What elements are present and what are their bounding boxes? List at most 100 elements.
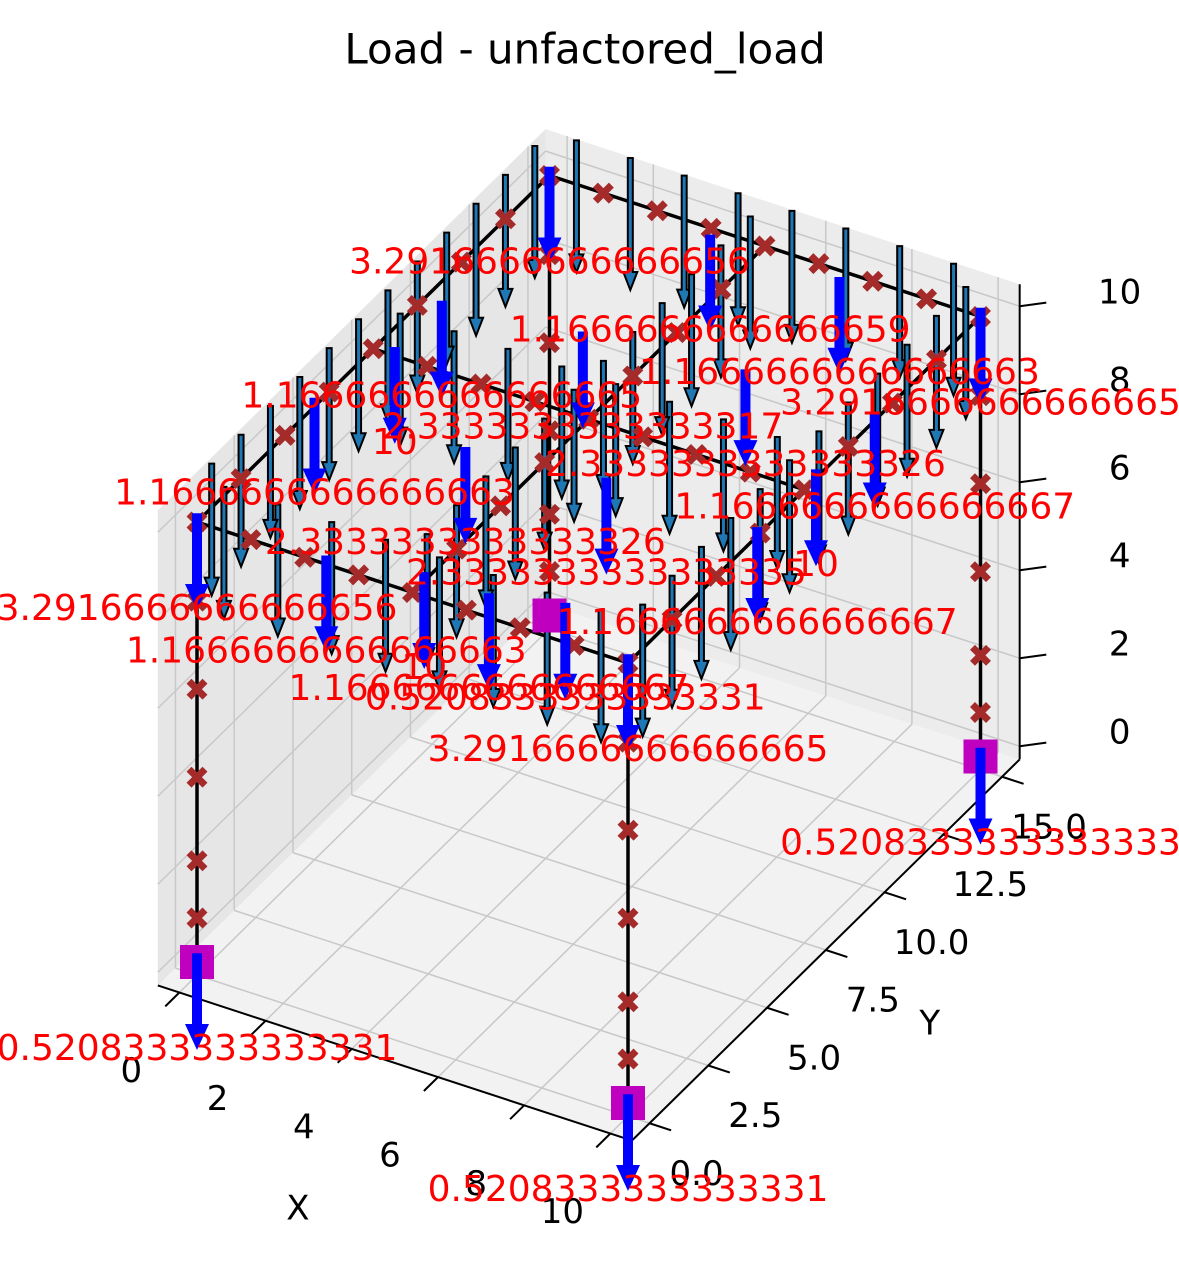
point-load-arrow (733, 369, 758, 467)
z-tick-label: 0 (1109, 713, 1131, 753)
grid-line (545, 150, 1020, 307)
node-marker (686, 444, 707, 465)
node-marker (539, 503, 560, 525)
point-load-arrow (594, 477, 619, 575)
node-marker (230, 468, 252, 490)
load-label: 1.1666666666666663 (126, 630, 527, 671)
y-tick-label: 10.0 (894, 923, 970, 963)
y-tick-label: 15.0 (1011, 807, 1087, 847)
node-marker (186, 850, 208, 872)
node-marker (881, 392, 903, 414)
node-marker (632, 426, 654, 448)
point-load-arrow (412, 572, 437, 669)
z-tick-mark (1019, 477, 1047, 484)
load-label: 2.3333333333333335 (406, 553, 807, 594)
distributed-load-arrow (783, 209, 801, 346)
z-tick-mark (1019, 301, 1047, 308)
node-marker (617, 1048, 639, 1070)
x-axis-label: X (286, 1189, 309, 1229)
load-label: 1.1666666666666667 (557, 602, 958, 643)
grid-line (545, 414, 1020, 571)
node-marker (837, 435, 859, 457)
distributed-load-arrow (291, 375, 309, 512)
grid-line (175, 967, 650, 1124)
z-tick-label: 10 (1098, 273, 1141, 313)
point-load-arrow (302, 397, 327, 495)
node-marker (240, 529, 262, 551)
z-tick-mark (1019, 741, 1047, 748)
z-tick-mark (1019, 565, 1047, 572)
node-marker (970, 473, 991, 495)
x-axis-line (157, 984, 633, 1142)
y-tick-mark (1001, 775, 1024, 785)
load-label: 1.1666666666666667 (288, 668, 689, 709)
grid-line (157, 502, 547, 885)
x-tick-label: 8 (465, 1164, 487, 1204)
distributed-load-arrow (526, 144, 544, 281)
y-axis-label: Y (918, 1004, 940, 1044)
x-tick-mark (250, 1020, 267, 1036)
y-tick-mark (884, 891, 907, 901)
node-marker (186, 678, 208, 700)
x-tick-mark (164, 991, 181, 1008)
distributed-load-arrow (661, 400, 679, 537)
distributed-load-arrow (781, 459, 799, 595)
point-load-arrow (185, 953, 209, 1050)
y-tick-label: 7.5 (846, 981, 900, 1021)
distributed-load-arrow (350, 318, 368, 454)
load-label: 1.1666666666666663 (639, 352, 1040, 393)
node-marker (808, 253, 830, 275)
distributed-load-arrow (320, 347, 338, 483)
load-label: 3.2916666666666656 (0, 588, 397, 629)
grid-line (545, 590, 1020, 747)
distributed-load-arrow (269, 503, 287, 640)
distributed-load-arrow (927, 314, 945, 451)
grid-line (157, 150, 547, 533)
grid-line (157, 414, 547, 797)
z-tick-mark (1019, 653, 1047, 660)
grid-line (157, 326, 547, 709)
point-load-arrow (429, 300, 454, 398)
y-tick-mark (766, 1006, 789, 1016)
point-load-arrow (537, 166, 562, 264)
load-label: 1.1666666666666667 (674, 486, 1075, 527)
distributed-load-arrow (729, 192, 747, 328)
node-marker (450, 251, 472, 273)
y-tick-label: 0.0 (670, 1154, 724, 1194)
load-label: 2.3333333333333326 (265, 522, 666, 563)
distributed-load-arrow (430, 556, 448, 693)
node-marker (700, 217, 722, 239)
distributed-load-arrow (624, 330, 642, 467)
node-marker (970, 561, 991, 583)
node-marker (916, 288, 938, 310)
node-marker (646, 200, 668, 222)
distributed-load-arrow (445, 330, 463, 466)
distributed-load-arrow (499, 347, 517, 484)
point-load-arrow (804, 469, 828, 567)
axes: 0 2 4 6 8 10 0.02.55.07.5 10.0 12.5 15.0 0 2 4 6 8 10 X Y (121, 273, 1142, 1232)
distributed-load-arrow (741, 215, 759, 352)
frame (180, 139, 998, 1120)
distributed-load-arrow (261, 404, 279, 541)
point-load-arrow (968, 307, 993, 405)
distributed-load-arrow (467, 202, 485, 339)
distributed-load-arrow (634, 603, 652, 740)
node-marker (534, 452, 556, 474)
distributed-load-arrow (945, 262, 963, 399)
distributed-load-arrow (215, 485, 233, 622)
distributed-load-arrow (567, 139, 585, 276)
distributed-load-arrow (506, 446, 524, 583)
distributed-load-arrow (592, 609, 610, 745)
node-marker (754, 235, 776, 257)
z-tick-label: 2 (1109, 625, 1131, 665)
x-tick-label: 2 (207, 1079, 229, 1119)
load-label: 0.5208333333333331 (428, 1169, 829, 1210)
load-label: 0.5208333333333333 (780, 823, 1179, 864)
node-marker (970, 644, 991, 666)
load-label: 2.3333333333333326 (545, 444, 946, 485)
node-marker (455, 599, 477, 621)
grid-line (157, 590, 547, 973)
node-marker (318, 381, 340, 403)
node-marker (862, 270, 884, 292)
